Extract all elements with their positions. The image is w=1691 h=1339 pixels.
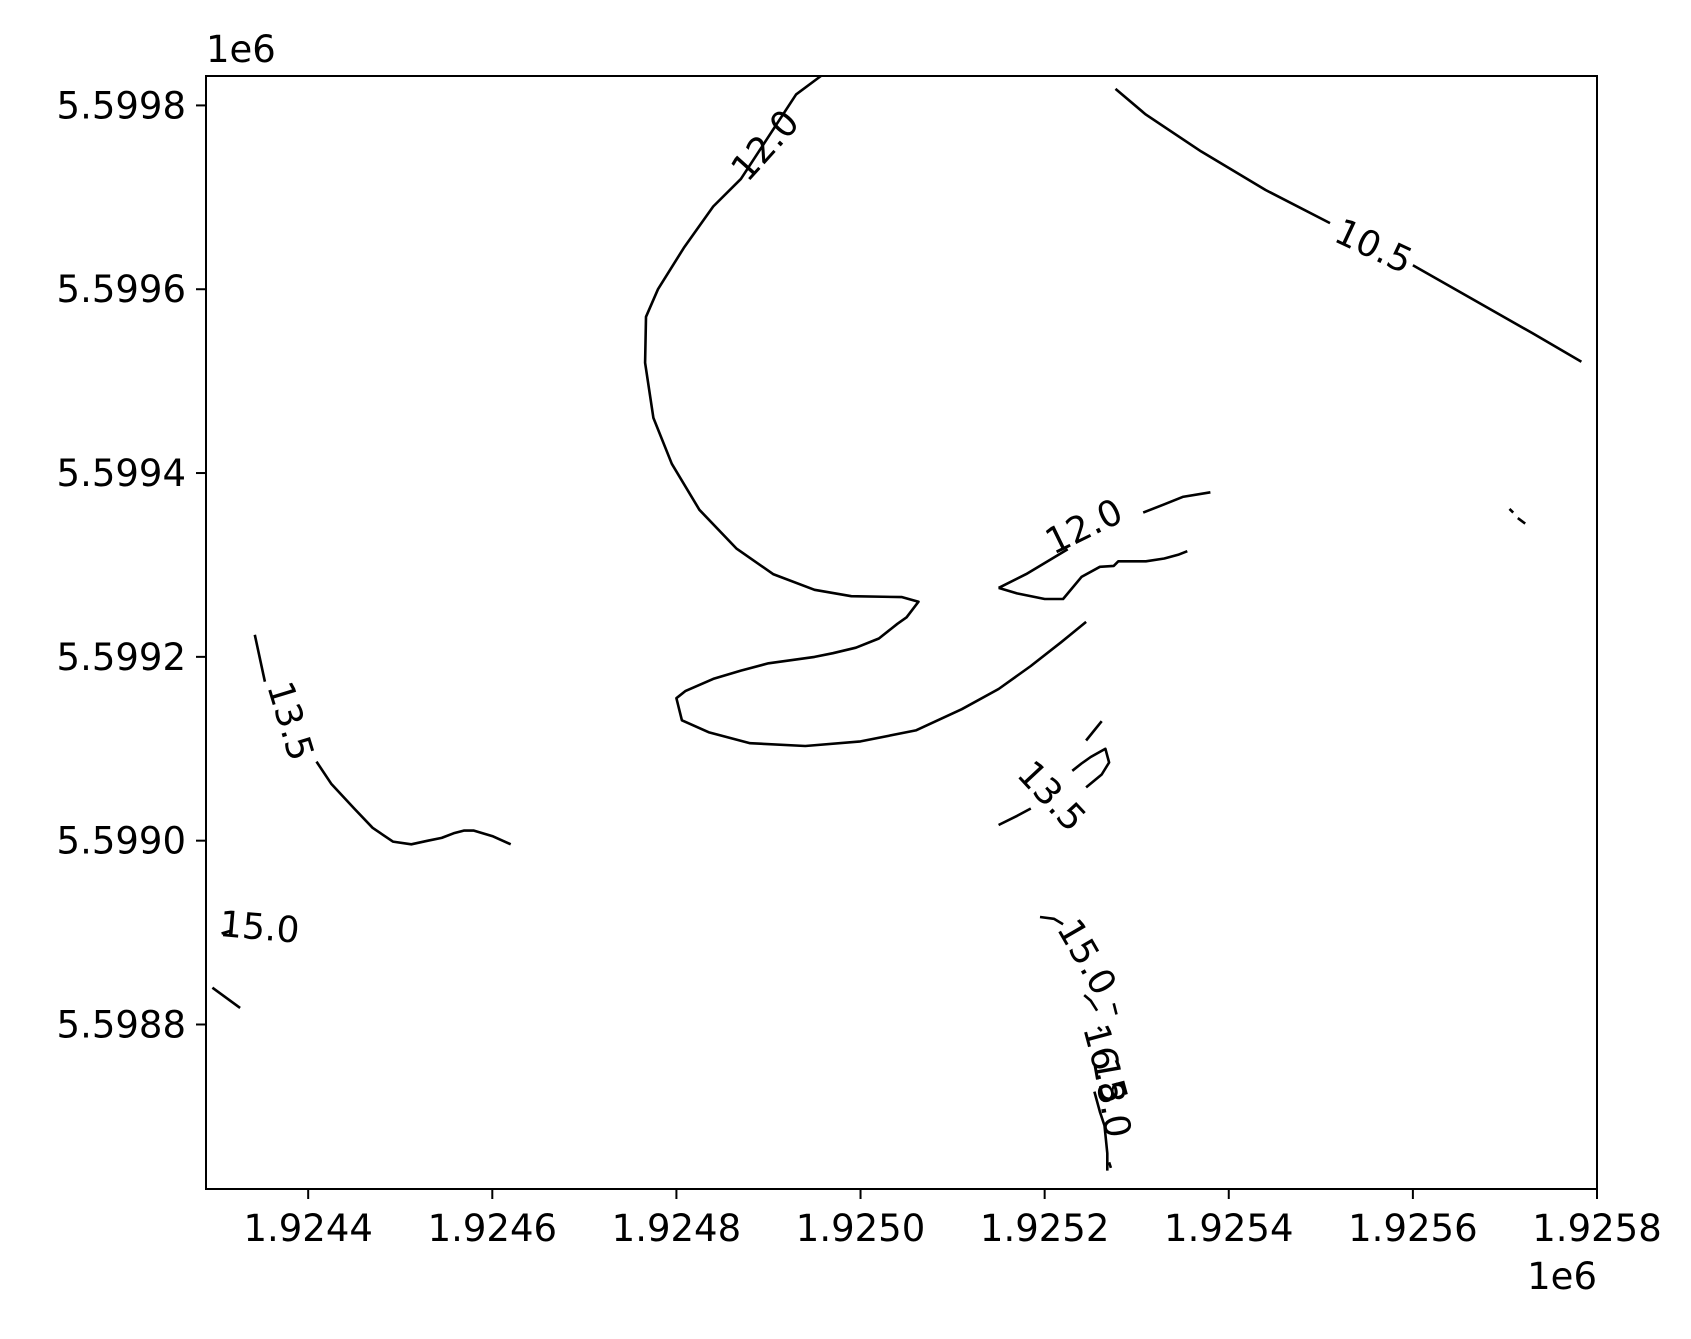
contour-label-3: 13.5 bbox=[258, 677, 321, 766]
contour-lines-layer bbox=[211, 74, 1583, 1171]
contour-line-13-5-8 bbox=[253, 634, 267, 682]
contour-label-6: 15.0 bbox=[1048, 912, 1124, 1002]
x-axis-ticks: 1.9244 1.9246 1.9248 1.9250 1.9252 1.9254 1.92… bbox=[243, 1189, 1662, 1250]
contour-line-15-0-17 bbox=[1112, 1002, 1118, 1015]
contour-line-15-0-16 bbox=[1083, 994, 1099, 1012]
y-tick-label-5: 5.5998 bbox=[57, 84, 186, 127]
contour-line-18-0-20 bbox=[1107, 1161, 1113, 1169]
x-tick-label-6: 1.9256 bbox=[1348, 1207, 1477, 1250]
contour-label-2: 10.5 bbox=[1328, 211, 1418, 282]
contour-line-16-5-18 bbox=[1097, 1026, 1103, 1032]
x-tick-label-2: 1.9248 bbox=[612, 1207, 741, 1250]
contour-line-10-5-5 bbox=[1412, 264, 1583, 363]
y-tick-label-4: 5.5996 bbox=[57, 268, 186, 311]
contour-label-5: 15.0 bbox=[218, 904, 301, 952]
contour-line-13-5-9 bbox=[315, 760, 512, 846]
x-tick-label-0: 1.9244 bbox=[243, 1207, 372, 1250]
contour-labels-layer: 12.012.010.513.513.515.0 15.016.518.0 bbox=[218, 102, 1419, 1141]
contour-line-13-5-10 bbox=[998, 807, 1032, 827]
contour-label-8: 18.0 bbox=[1084, 1055, 1138, 1141]
contour-line-13-5-11 bbox=[1071, 747, 1111, 789]
x-tick-label-3: 1.9250 bbox=[796, 1207, 925, 1250]
x-axis-offset-label: 1e6 bbox=[1527, 1255, 1597, 1298]
contour-line-13-5-12 bbox=[1085, 720, 1103, 742]
contour-line-12-0-3 bbox=[1142, 491, 1211, 514]
contour-line-15-0-13 bbox=[221, 929, 232, 935]
contour-line-15-0-15 bbox=[1039, 915, 1064, 926]
y-axis-offset-label: 1e6 bbox=[206, 28, 276, 71]
contour-line-10-5-6 bbox=[1508, 507, 1515, 514]
contour-line-12-0-2 bbox=[998, 548, 1069, 590]
contour-line-15-0-14 bbox=[211, 986, 241, 1009]
y-tick-label-2: 5.5992 bbox=[57, 636, 186, 679]
contour-label-0: 12.0 bbox=[724, 102, 808, 189]
contour-line-12-0-1 bbox=[998, 549, 1188, 601]
contour-label-4: 13.5 bbox=[1009, 753, 1094, 840]
contour-line-12-0-0 bbox=[643, 74, 1087, 748]
y-axis-ticks: 5.5988 5.5990 5.5992 5.5994 5.5996 5.5998 bbox=[57, 84, 206, 1046]
contour-line-10-5-7 bbox=[1517, 517, 1526, 525]
y-tick-label-0: 5.5988 bbox=[57, 1003, 186, 1046]
y-tick-label-1: 5.5990 bbox=[57, 820, 186, 863]
plot-frame bbox=[205, 75, 1598, 1190]
contour-line-16-5-19 bbox=[1093, 1091, 1109, 1171]
x-tick-label-1: 1.9246 bbox=[428, 1207, 557, 1250]
contour-line-10-5-4 bbox=[1114, 87, 1331, 225]
x-tick-label-5: 1.9254 bbox=[1164, 1207, 1293, 1250]
y-tick-label-3: 5.5994 bbox=[57, 452, 186, 495]
contour-label-1: 12.0 bbox=[1039, 491, 1129, 563]
x-tick-label-7: 1.9258 bbox=[1532, 1207, 1661, 1250]
x-tick-label-4: 1.9252 bbox=[980, 1207, 1109, 1250]
